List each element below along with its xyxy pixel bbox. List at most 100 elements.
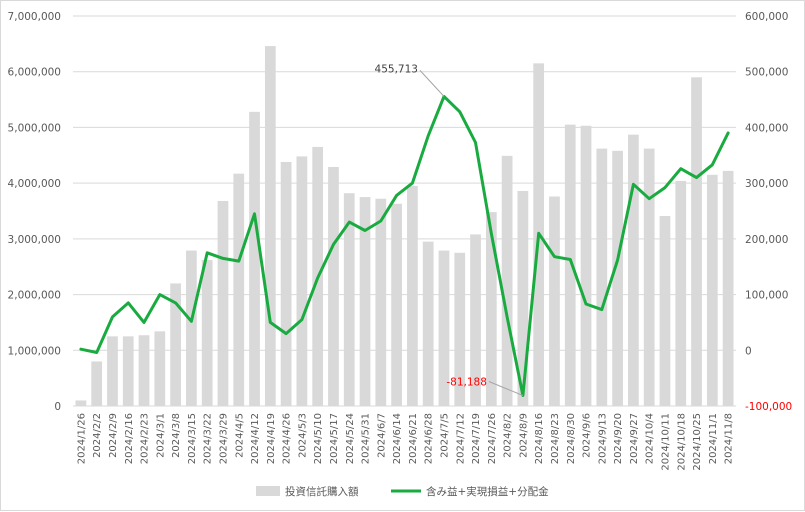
bar (328, 166, 339, 406)
x-tick-label: 2024/5/17 (329, 413, 340, 464)
x-tick-label: 2024/4/5 (234, 413, 245, 458)
y-left-tick-label: 6,000,000 (8, 67, 61, 79)
bar (422, 241, 434, 406)
bar (643, 148, 655, 406)
y-left-tick-label: 7,000,000 (8, 11, 61, 23)
bar (517, 190, 529, 406)
legend-label: 投資信託購入額 (285, 485, 359, 498)
x-tick-label: 2024/9/27 (629, 413, 640, 464)
legend-swatch-bar (256, 486, 280, 496)
bar (375, 198, 387, 406)
x-tick-label: 2024/5/10 (313, 413, 324, 464)
x-tick-label: 2024/11/8 (724, 413, 735, 464)
bar (233, 173, 245, 406)
x-tick-label: 2024/3/8 (171, 413, 182, 458)
bar (722, 170, 734, 406)
x-tick-label: 2024/10/18 (676, 413, 687, 471)
x-tick-label: 2024/10/11 (660, 413, 671, 471)
x-tick-label: 2024/11/1 (708, 413, 719, 464)
y-right-tick-label: -100,000 (745, 401, 792, 413)
bar (564, 124, 576, 407)
x-tick-label: 2024/4/26 (282, 413, 293, 464)
bar (75, 400, 87, 406)
data-label: 455,713 (375, 63, 418, 75)
bar (91, 361, 103, 406)
x-tick-label: 2024/6/14 (392, 413, 403, 464)
x-tick-label: 2024/3/15 (187, 413, 198, 464)
y-right-tick-label: 600,000 (745, 11, 788, 23)
bar (407, 185, 418, 406)
bar (154, 331, 166, 406)
bar (249, 111, 260, 406)
x-tick-label: 2024/2/9 (108, 413, 119, 458)
bar (122, 336, 134, 406)
bar (470, 234, 481, 406)
y-right-tick-label: 100,000 (745, 290, 788, 302)
legend-label: 含み益+実現損益+分配金 (426, 485, 549, 498)
y-left-tick-label: 4,000,000 (8, 178, 61, 190)
bar (296, 156, 308, 406)
bar (485, 212, 497, 406)
x-tick-label: 2024/5/3 (297, 413, 308, 458)
x-tick-label: 2024/4/19 (266, 413, 277, 464)
x-tick-label: 2024/9/6 (582, 413, 593, 458)
x-tick-label: 2024/3/22 (203, 413, 214, 464)
bar (659, 216, 671, 406)
y-left-tick-label: 0 (54, 401, 61, 413)
x-tick-label: 2024/4/12 (250, 413, 261, 464)
x-tick-label: 2024/8/23 (550, 413, 561, 464)
bar (675, 180, 687, 406)
x-tick-label: 2024/5/24 (345, 413, 356, 464)
annotation-leader (419, 70, 445, 97)
x-tick-label: 2024/7/26 (487, 413, 498, 464)
x-tick-label: 2024/3/29 (218, 413, 229, 464)
bar (691, 77, 702, 407)
bar (438, 250, 450, 406)
y-left-tick-label: 1,000,000 (8, 345, 61, 357)
x-tick-label: 2024/6/28 (424, 413, 435, 464)
line-series (79, 94, 730, 397)
bar (628, 134, 639, 406)
x-tick-label: 2024/6/21 (408, 413, 419, 464)
x-tick-label: 2024/8/30 (566, 413, 577, 464)
bar (596, 148, 608, 406)
bar (280, 161, 292, 406)
bar (580, 125, 592, 406)
x-tick-label: 2024/7/5 (439, 413, 450, 458)
x-tick-label: 2024/8/16 (534, 413, 545, 464)
y-right-tick-label: 500,000 (745, 67, 788, 79)
x-tick-label: 2024/2/16 (124, 413, 135, 464)
x-tick-label: 2024/10/25 (692, 413, 703, 471)
bar (359, 197, 371, 406)
y-right-tick-label: 200,000 (745, 234, 788, 246)
bar (186, 250, 197, 406)
bar (501, 155, 513, 406)
bar (454, 252, 466, 406)
x-tick-label: 2024/6/7 (376, 413, 387, 458)
bar (170, 283, 181, 406)
bar (217, 200, 229, 406)
x-tick-label: 2024/7/19 (471, 413, 482, 464)
x-tick-label: 2024/8/2 (503, 413, 514, 458)
x-tick-label: 2024/2/23 (140, 413, 151, 464)
bar (612, 150, 623, 406)
x-tick-label: 2024/9/13 (597, 413, 608, 464)
bar (706, 174, 718, 406)
x-tick-label: 2024/8/9 (518, 413, 529, 458)
y-right-tick-label: 0 (745, 345, 752, 357)
bar (264, 46, 276, 406)
x-tick-label: 2024/10/4 (645, 413, 656, 464)
data-label: -81,188 (446, 377, 487, 389)
y-right-tick-label: 400,000 (745, 122, 788, 134)
y-left-tick-label: 3,000,000 (8, 234, 61, 246)
bar (107, 336, 118, 406)
x-tick-label: 2024/1/26 (76, 413, 87, 464)
x-tick-label: 2024/2/2 (92, 413, 103, 458)
y-left-tick-label: 5,000,000 (8, 122, 61, 134)
y-left-tick-label: 2,000,000 (8, 290, 61, 302)
x-tick-label: 2024/3/1 (155, 413, 166, 458)
bar (138, 335, 150, 406)
bar (201, 260, 213, 406)
